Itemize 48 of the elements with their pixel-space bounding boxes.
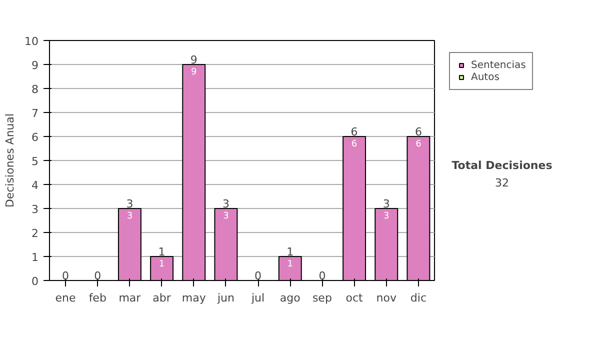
y-axis-title: Decisiones Anual — [4, 113, 17, 208]
total-label: 3 — [382, 198, 390, 210]
total-label: 0 — [254, 270, 262, 282]
total-label: 0 — [94, 270, 102, 282]
data-label: 3 — [126, 212, 133, 222]
total-label: 0 — [318, 270, 326, 282]
legend-label: Sentencias — [471, 59, 526, 71]
y-tick-label: 2 — [32, 227, 38, 240]
total-label: 9 — [190, 54, 198, 66]
y-tick-label: 8 — [32, 83, 38, 96]
x-tick-label: dic — [410, 292, 427, 304]
text: Total Decisiones — [452, 158, 553, 172]
x-tick-label: nov — [376, 292, 397, 304]
total-label: 6 — [414, 126, 422, 138]
x-tick-label: may — [182, 292, 206, 304]
x-tick-label: ene — [55, 292, 76, 304]
x-tick-label: ago — [280, 292, 301, 304]
x-tick-label: jun — [216, 292, 234, 304]
y-tick-label: 6 — [32, 131, 38, 144]
x-tick-label: sep — [312, 292, 332, 304]
x-tick-label: feb — [88, 292, 106, 304]
total-label: 1 — [158, 246, 166, 258]
total-label: 1 — [286, 246, 294, 258]
x-tick-label: abr — [152, 292, 172, 304]
data-label: 3 — [384, 212, 390, 222]
total-label: 6 — [350, 126, 358, 138]
data-label: 1 — [158, 260, 165, 270]
x-tick-label: mar — [118, 292, 142, 304]
y-tick-label: 9 — [32, 59, 38, 72]
y-tick-label: 5 — [32, 155, 38, 168]
y-tick-label: 7 — [32, 107, 38, 120]
total-label: 3 — [222, 198, 230, 210]
y-tick-label: 10 — [24, 35, 39, 48]
data-label: 3 — [223, 212, 229, 222]
y-tick-label: 1 — [32, 251, 38, 264]
text: 32 — [495, 176, 509, 190]
y-tick-label: 0 — [32, 275, 38, 288]
total-label: 0 — [62, 270, 70, 282]
y-tick-label: 4 — [32, 179, 38, 192]
legend-label: Autos — [471, 71, 500, 83]
x-tick-label: oct — [346, 292, 364, 304]
y-tick-label: 3 — [32, 203, 38, 216]
data-label: 1 — [287, 260, 293, 270]
total-label: 3 — [126, 198, 134, 210]
data-label: 9 — [191, 68, 198, 78]
x-tick-label: jul — [250, 292, 265, 304]
data-label: 6 — [351, 140, 358, 150]
data-label: 6 — [416, 140, 422, 150]
